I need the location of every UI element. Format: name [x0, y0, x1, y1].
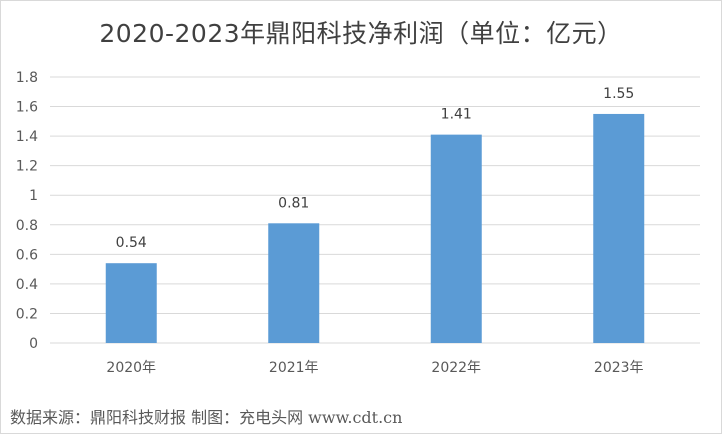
- y-tick-label: 1.4: [16, 129, 38, 145]
- y-tick-label: 0.4: [16, 277, 38, 293]
- y-tick-label: 0.8: [16, 218, 38, 234]
- chart-title: 2020-2023年鼎阳科技净利润（单位：亿元）: [99, 19, 623, 48]
- source-note: 数据来源：鼎阳科技财报 制图：充电头网 www.cdt.cn: [10, 408, 403, 427]
- y-tick-label: 1.2: [16, 159, 38, 175]
- data-label: 1.41: [441, 107, 472, 123]
- data-label: 1.55: [603, 86, 634, 102]
- y-tick-label: 1: [29, 188, 38, 204]
- bar: [593, 113, 645, 343]
- y-tick-label: 0.6: [16, 247, 38, 263]
- y-tick-label: 0: [29, 336, 38, 352]
- bar: [105, 263, 157, 343]
- bar: [430, 134, 482, 343]
- x-tick-label: 2022年: [431, 360, 481, 376]
- data-label: 0.54: [116, 235, 147, 251]
- y-tick-label: 1.8: [16, 70, 38, 86]
- x-tick-label: 2020年: [106, 360, 156, 376]
- x-tick-label: 2021年: [269, 360, 319, 376]
- y-tick-label: 0.2: [16, 306, 38, 322]
- y-tick-label: 1.6: [16, 100, 38, 116]
- bar: [268, 223, 320, 343]
- x-tick-label: 2023年: [594, 360, 644, 376]
- data-label: 0.81: [278, 195, 309, 211]
